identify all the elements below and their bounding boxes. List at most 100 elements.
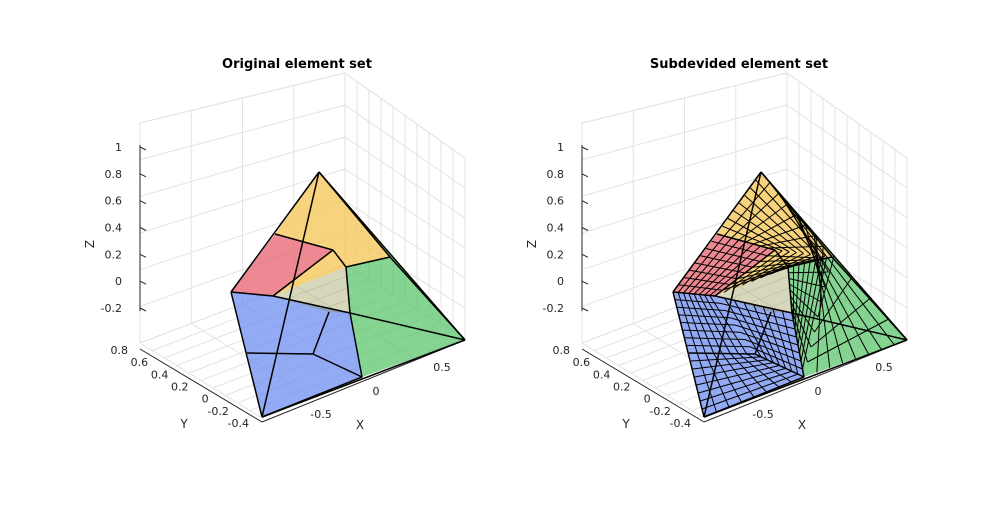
z-tick-label: 0.6 — [105, 195, 123, 208]
grid-line — [786, 72, 908, 159]
sub-element-edge — [705, 248, 761, 262]
element-edge — [230, 291, 274, 297]
z-tick-mark — [581, 227, 589, 231]
z-tick-mark — [139, 280, 147, 285]
sub-element-edge — [739, 331, 800, 354]
element-edge — [714, 249, 776, 297]
sub-element-edge — [744, 194, 811, 255]
sub-element-edge — [762, 306, 787, 369]
element-edge — [312, 353, 363, 378]
blue-element — [689, 353, 804, 417]
sub-element-edge — [686, 344, 751, 348]
element-edge — [230, 171, 320, 293]
element-edge — [716, 233, 776, 251]
element-edge — [332, 249, 347, 268]
y-tick-label: 0.8 — [111, 344, 129, 357]
element-edge — [831, 256, 908, 341]
blue-element — [273, 296, 362, 377]
element-edge — [349, 312, 466, 341]
sub-element-edge — [760, 235, 815, 247]
sub-element-edge — [753, 224, 806, 245]
sub-element-edge — [700, 255, 753, 268]
element-edge — [754, 311, 772, 355]
element-edge — [389, 256, 466, 341]
sub-element-edge — [693, 241, 747, 295]
z-tick-mark — [581, 146, 589, 151]
axes: -0.200.20.40.60.81-0.4-0.200.20.40.60.8-… — [83, 141, 466, 432]
sub-element-edge — [709, 247, 769, 296]
z-tick-label: 1 — [557, 141, 564, 154]
sub-element-edge — [772, 308, 793, 372]
yellow-element — [273, 250, 390, 296]
z-tick-mark — [139, 253, 147, 258]
element-edge — [230, 291, 263, 418]
z-axis-label: Z — [525, 240, 539, 248]
z-tick-label: 0 — [557, 275, 564, 288]
y-tick-label: -0.2 — [649, 405, 670, 418]
sub-element-edge — [781, 310, 799, 375]
z-tick-label: 0.2 — [547, 248, 565, 261]
z-tick-mark — [139, 200, 147, 205]
element-edge — [672, 291, 716, 297]
grid-line — [581, 72, 788, 124]
x-tick-label: 0.5 — [433, 361, 451, 374]
element-edges — [230, 171, 466, 418]
blue-element — [231, 292, 313, 354]
element-edge — [672, 291, 705, 418]
z-tick-mark — [581, 200, 589, 205]
blue-element — [247, 353, 362, 417]
z-tick-label: 0.8 — [547, 168, 565, 181]
z-tick-mark — [139, 307, 147, 312]
element-edge — [703, 376, 805, 418]
z-tick-label: 0.4 — [105, 222, 123, 235]
right-3d-plot: Subdevided element set-0.200.20.40.60.81… — [525, 57, 908, 432]
element-edge — [312, 311, 330, 355]
element-edge — [272, 249, 334, 297]
overlap-shade — [715, 267, 792, 313]
z-tick-mark — [139, 173, 147, 178]
sub-element-edge — [749, 346, 803, 370]
left-3d-plot: Original element set-0.200.20.40.60.81-0… — [83, 57, 466, 432]
y-tick-label: 0.8 — [553, 344, 571, 357]
sub-element-edge — [790, 295, 815, 333]
z-tick-mark — [581, 173, 589, 178]
sub-element-edge — [700, 370, 792, 402]
sub-element-edge — [797, 261, 811, 346]
sub-element-edge — [698, 294, 731, 354]
y-tick-label: 0.6 — [573, 356, 591, 369]
grid-line — [344, 72, 466, 159]
chart-title: Original element set — [222, 57, 372, 72]
element-edge — [774, 249, 789, 268]
sub-element-edge — [744, 339, 802, 362]
sub-element-edge — [704, 245, 761, 296]
y-axis-label: Y — [621, 417, 630, 431]
y-tick-label: 0.2 — [171, 381, 189, 394]
element-edge — [703, 171, 762, 418]
sub-element-edge — [698, 243, 754, 295]
sub-element-edge — [698, 367, 786, 394]
z-tick-label: -0.2 — [543, 302, 564, 315]
sub-element-edge — [745, 214, 797, 243]
element-edge — [261, 376, 363, 418]
element-edge — [345, 256, 391, 268]
red-element — [673, 234, 775, 296]
x-axis-label: X — [798, 418, 806, 432]
overlap-shade — [273, 267, 350, 313]
sub-element-edge — [796, 263, 805, 338]
sub-element-edge — [746, 353, 792, 383]
element-edge — [714, 295, 793, 314]
y-tick-label: -0.4 — [228, 417, 249, 430]
y-tick-label: 0 — [202, 393, 209, 406]
z-tick-mark — [139, 227, 147, 231]
sub-element-edge — [816, 246, 824, 373]
y-tick-label: 0.6 — [131, 356, 149, 369]
sub-element-edge — [804, 224, 844, 364]
y-axis-line — [581, 348, 705, 423]
z-tick-mark — [139, 146, 147, 151]
sub-element-edge — [790, 301, 812, 348]
x-tick-label: 0 — [815, 385, 822, 398]
y-tick-label: -0.2 — [207, 405, 228, 418]
sub-element-edge — [734, 324, 799, 346]
axes: -0.200.20.40.60.81-0.4-0.200.20.40.60.8-… — [525, 141, 908, 432]
